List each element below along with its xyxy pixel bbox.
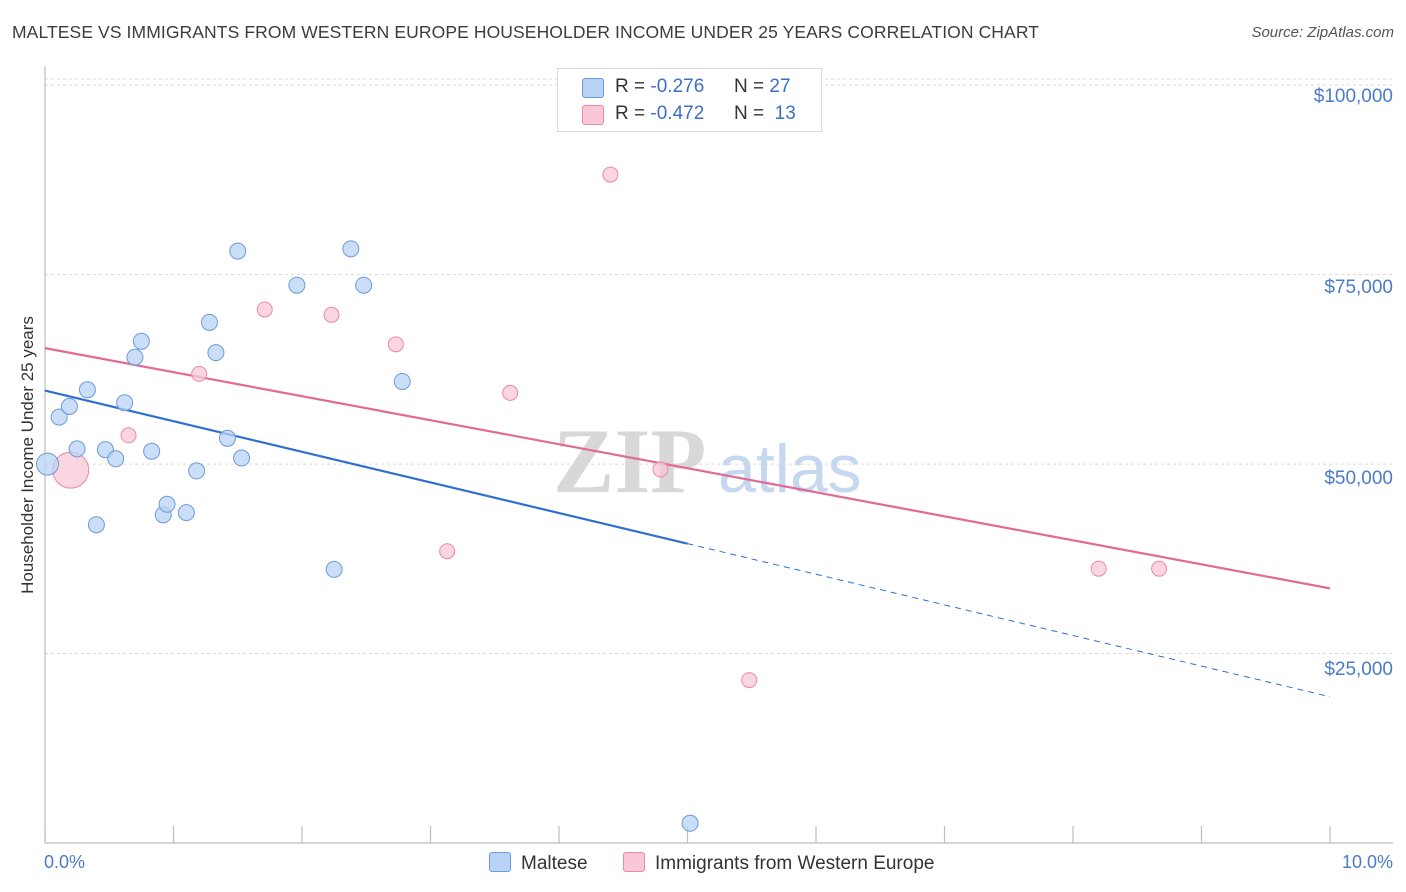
point-maltese xyxy=(188,462,206,480)
point-maltese xyxy=(126,348,144,366)
x-tick-label: 0.0% xyxy=(44,852,86,872)
y-tick-label: $25,000 xyxy=(1324,659,1393,680)
point-immigrants xyxy=(652,461,669,478)
point-maltese xyxy=(50,408,68,426)
n-value: 27 xyxy=(769,76,791,97)
n-label: N = xyxy=(734,76,765,97)
point-maltese xyxy=(143,442,161,460)
point-immigrants xyxy=(502,384,519,401)
grid xyxy=(45,78,1393,655)
data-points xyxy=(36,166,1168,832)
legend-label: Maltese xyxy=(521,853,588,874)
point-maltese xyxy=(200,313,218,331)
point-immigrants xyxy=(256,301,273,318)
point-immigrants xyxy=(52,451,90,489)
point-maltese xyxy=(68,440,86,458)
point-immigrants xyxy=(387,336,404,353)
n-value: 13 xyxy=(774,103,796,124)
maltese-swatch xyxy=(582,78,604,98)
point-maltese xyxy=(87,516,105,534)
point-maltese xyxy=(218,429,236,447)
r-value: -0.276 xyxy=(650,76,705,97)
point-maltese xyxy=(207,344,225,362)
watermark: ZIP atlas xyxy=(553,410,862,512)
legend-label: Immigrants from Western Europe xyxy=(655,853,935,874)
r-label: R = xyxy=(615,76,646,97)
y-axis-label: Householder Income Under 25 years xyxy=(18,316,37,594)
trend-line-immigrants xyxy=(44,347,1331,590)
point-immigrants xyxy=(1090,560,1107,577)
r-label: R = xyxy=(615,103,646,124)
point-maltese xyxy=(393,372,411,390)
series-legend: Maltese Immigrants from Western Europe xyxy=(0,852,1406,878)
trend-line-maltese-extension xyxy=(687,543,1331,698)
watermark-atlas: atlas xyxy=(718,431,862,507)
point-immigrants xyxy=(120,427,137,444)
point-immigrants xyxy=(323,306,340,323)
point-maltese xyxy=(36,452,60,476)
y-tick-label: $75,000 xyxy=(1324,277,1393,298)
point-maltese xyxy=(325,560,343,578)
point-maltese xyxy=(132,332,150,350)
immigrants-swatch xyxy=(623,852,645,872)
y-tick-label: $50,000 xyxy=(1324,468,1393,489)
point-maltese xyxy=(116,394,134,412)
legend-item-immigrants[interactable]: Immigrants from Western Europe xyxy=(623,852,934,875)
legend-item-maltese[interactable]: Maltese xyxy=(489,852,588,875)
immigrants-swatch xyxy=(582,105,604,125)
point-immigrants xyxy=(439,543,456,560)
stats-legend: R = -0.276 N = 27 R = -0.472 N = 13 xyxy=(557,68,822,132)
trend-lines xyxy=(44,347,1331,698)
point-immigrants xyxy=(191,365,208,382)
point-maltese xyxy=(342,240,360,258)
point-maltese xyxy=(107,450,125,468)
point-immigrants xyxy=(1151,560,1168,577)
point-maltese xyxy=(60,397,78,415)
y-tick-label: $100,000 xyxy=(1313,86,1393,107)
point-maltese xyxy=(288,276,306,294)
point-maltese xyxy=(158,495,176,513)
watermark-zip: ZIP xyxy=(553,410,706,512)
trend-line-maltese xyxy=(44,389,688,545)
r-value: -0.472 xyxy=(650,103,705,124)
point-immigrants xyxy=(602,166,619,183)
x-tick-label: 10.0% xyxy=(1341,852,1393,872)
point-maltese xyxy=(78,381,96,399)
point-maltese xyxy=(233,449,251,467)
point-maltese xyxy=(355,276,373,294)
point-immigrants xyxy=(741,672,758,689)
source-label: Source: ZipAtlas.com xyxy=(1251,24,1394,41)
n-label: N = xyxy=(734,103,765,124)
point-maltese xyxy=(177,504,195,522)
maltese-swatch xyxy=(489,852,511,872)
point-maltese xyxy=(681,814,699,832)
chart-title: MALTESE VS IMMIGRANTS FROM WESTERN EUROP… xyxy=(12,22,1040,42)
point-maltese xyxy=(229,242,247,260)
